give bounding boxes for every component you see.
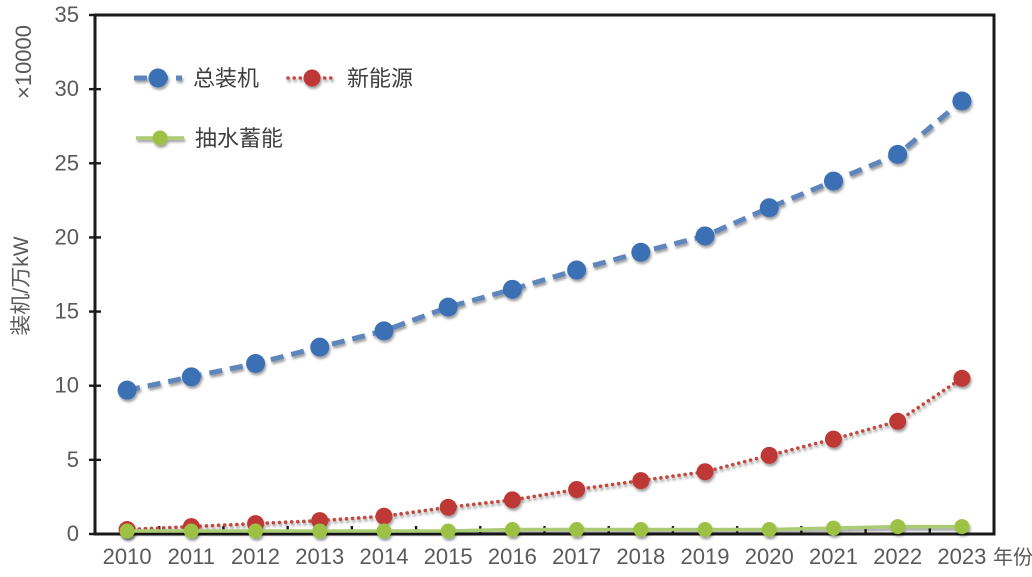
data-point-marker <box>567 260 587 280</box>
data-point-marker <box>569 522 585 538</box>
data-point-marker <box>697 522 713 538</box>
x-tick-label: 2016 <box>488 544 537 569</box>
y-axis-multiplier-label: ×10000 <box>11 25 36 99</box>
legend-label: 抽水蓄能 <box>195 126 283 151</box>
x-tick-label: 2012 <box>231 544 280 569</box>
data-point-marker <box>438 297 458 317</box>
y-tick-label: 0 <box>67 521 79 546</box>
legend-marker <box>286 69 338 87</box>
data-point-marker <box>952 91 972 111</box>
legend-label: 总装机 <box>193 66 259 91</box>
y-tick-label: 30 <box>55 76 79 101</box>
series-polyline <box>126 99 964 393</box>
data-point-marker <box>953 369 971 387</box>
data-point-marker <box>312 523 328 539</box>
data-point-marker <box>246 353 266 373</box>
x-tick-label: 2021 <box>809 544 858 569</box>
legend-marker <box>136 130 184 146</box>
legend-point-sample <box>303 69 321 87</box>
x-tick-label: 2017 <box>552 544 601 569</box>
x-tick-label: 2011 <box>168 544 215 569</box>
data-point-marker <box>439 498 457 516</box>
data-point-marker <box>890 519 906 535</box>
x-tick-label: 2014 <box>359 544 408 569</box>
plot-border <box>93 13 996 536</box>
data-point-marker <box>632 472 650 490</box>
data-point-marker <box>119 523 135 539</box>
series-dotted-line <box>118 369 971 539</box>
y-axis-title: 装机/万kW <box>10 236 33 335</box>
data-point-marker <box>310 337 330 357</box>
y-tick-label: 15 <box>55 299 79 324</box>
x-tick-label: 2022 <box>873 544 922 569</box>
data-point-marker <box>696 463 714 481</box>
data-point-marker <box>504 522 520 538</box>
data-point-marker <box>502 279 522 299</box>
data-point-marker <box>181 367 201 387</box>
data-point-marker <box>183 523 199 539</box>
legend-label: 新能源 <box>347 66 413 91</box>
x-tick-label: 2020 <box>745 544 794 569</box>
data-point-marker <box>248 523 264 539</box>
data-point-marker <box>823 171 843 191</box>
data-point-marker <box>375 507 393 525</box>
data-point-marker <box>888 144 908 164</box>
axes: 0 5 10 15 20 25 30 35 2010 2011 2012 2013 2014 2015 20… <box>55 2 996 569</box>
legend-point-sample <box>148 68 168 88</box>
data-point-marker <box>759 198 779 218</box>
series-solid-line <box>119 519 970 539</box>
y-tick-label: 20 <box>55 224 79 249</box>
data-point-marker <box>761 522 777 538</box>
series-polyline <box>125 376 964 532</box>
x-axis-title: 年份 <box>993 546 1032 569</box>
x-tick-label: 2013 <box>295 544 344 569</box>
legend-marker <box>134 68 182 88</box>
data-point-marker <box>695 226 715 246</box>
y-tick-label: 10 <box>55 373 79 398</box>
series-dashed-line <box>117 91 972 400</box>
y-tick-label: 25 <box>55 150 79 175</box>
data-point-marker <box>568 481 586 499</box>
series-polyline <box>127 524 962 533</box>
x-tick-label: 2023 <box>937 544 986 569</box>
y-tick-label: 35 <box>55 2 79 27</box>
y-tick-label: 5 <box>67 447 79 472</box>
data-point-marker <box>440 523 456 539</box>
x-tick-label: 2019 <box>681 544 730 569</box>
data-point-marker <box>631 242 651 262</box>
data-point-marker <box>954 519 970 535</box>
x-tick-label: 2018 <box>616 544 665 569</box>
data-point-marker <box>824 430 842 448</box>
data-point-marker <box>825 520 841 536</box>
data-point-marker <box>889 412 907 430</box>
data-point-marker <box>633 522 649 538</box>
data-point-marker <box>760 446 778 464</box>
data-point-marker <box>376 523 392 539</box>
data-point-marker <box>374 321 394 341</box>
data-point-marker <box>503 491 521 509</box>
series <box>117 91 972 539</box>
legend-point-sample <box>152 130 168 146</box>
x-tick-label: 2015 <box>424 544 473 569</box>
x-tick-label: 2010 <box>103 544 152 569</box>
data-point-marker <box>117 380 137 400</box>
